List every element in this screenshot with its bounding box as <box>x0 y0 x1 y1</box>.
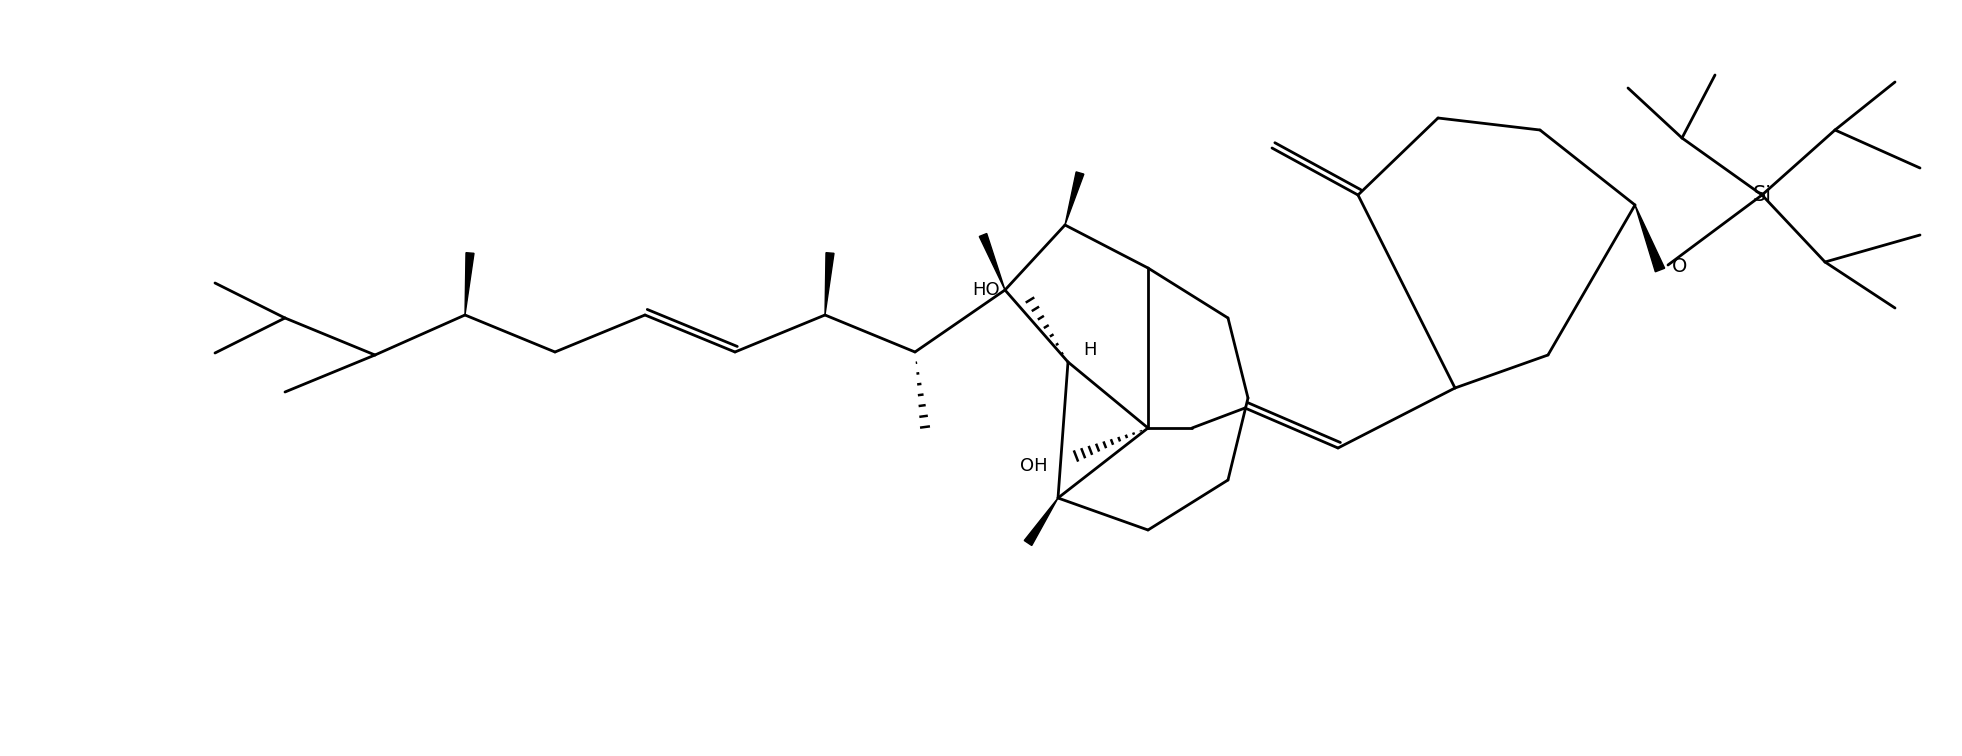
Text: OH: OH <box>1020 457 1048 475</box>
Polygon shape <box>979 234 1005 290</box>
Text: HO: HO <box>973 281 1001 299</box>
Polygon shape <box>465 253 475 315</box>
Text: Si: Si <box>1752 185 1772 205</box>
Text: O: O <box>1672 258 1687 277</box>
Polygon shape <box>1634 205 1664 272</box>
Polygon shape <box>824 253 834 315</box>
Polygon shape <box>1065 172 1083 225</box>
Polygon shape <box>1024 498 1058 546</box>
Text: H: H <box>1083 341 1097 359</box>
